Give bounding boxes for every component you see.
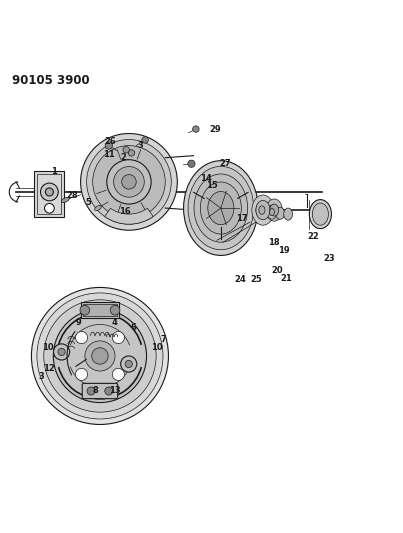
Circle shape <box>31 287 168 424</box>
Text: 13: 13 <box>109 386 120 395</box>
Ellipse shape <box>252 195 274 225</box>
Text: 23: 23 <box>324 254 335 263</box>
Circle shape <box>40 183 58 201</box>
Circle shape <box>142 137 148 143</box>
Text: 3: 3 <box>137 141 143 150</box>
Circle shape <box>125 360 132 368</box>
Text: 7: 7 <box>160 335 166 344</box>
Ellipse shape <box>310 199 331 229</box>
Text: 19: 19 <box>278 246 290 255</box>
Ellipse shape <box>95 206 101 211</box>
Circle shape <box>122 175 136 189</box>
Circle shape <box>92 348 108 364</box>
Ellipse shape <box>184 161 258 255</box>
Text: 14: 14 <box>199 174 212 183</box>
Text: 28: 28 <box>66 191 77 200</box>
Ellipse shape <box>188 166 253 250</box>
Ellipse shape <box>256 201 268 219</box>
Circle shape <box>105 387 113 395</box>
Text: 9: 9 <box>76 318 81 327</box>
Text: 2: 2 <box>120 153 126 162</box>
Ellipse shape <box>259 206 265 214</box>
Text: 15: 15 <box>206 181 218 190</box>
Circle shape <box>93 146 165 218</box>
Circle shape <box>114 166 144 197</box>
Text: 16: 16 <box>119 207 131 216</box>
Circle shape <box>45 188 53 196</box>
Ellipse shape <box>270 204 279 216</box>
Text: 25: 25 <box>250 275 262 284</box>
Text: 1: 1 <box>52 167 57 176</box>
Text: 10: 10 <box>151 343 162 352</box>
Ellipse shape <box>266 199 283 221</box>
Ellipse shape <box>208 191 234 224</box>
Text: 20: 20 <box>272 266 283 275</box>
Circle shape <box>44 300 156 412</box>
Circle shape <box>193 126 199 132</box>
Circle shape <box>58 348 65 356</box>
Circle shape <box>87 140 171 224</box>
Circle shape <box>112 332 125 344</box>
Ellipse shape <box>61 197 69 203</box>
Text: 29: 29 <box>210 125 221 134</box>
Circle shape <box>53 309 147 402</box>
Circle shape <box>107 160 151 204</box>
Circle shape <box>105 142 112 149</box>
Circle shape <box>54 344 70 360</box>
Ellipse shape <box>200 182 241 234</box>
Circle shape <box>75 332 87 344</box>
Text: 90105 3900: 90105 3900 <box>12 74 90 87</box>
Circle shape <box>188 160 195 167</box>
FancyBboxPatch shape <box>83 304 117 316</box>
Ellipse shape <box>267 205 277 219</box>
Circle shape <box>37 293 163 419</box>
Circle shape <box>81 133 177 230</box>
FancyBboxPatch shape <box>34 171 64 217</box>
Text: 3: 3 <box>38 372 44 381</box>
Circle shape <box>75 368 87 381</box>
Circle shape <box>120 356 137 372</box>
Text: 6: 6 <box>131 323 137 332</box>
Text: 21: 21 <box>280 274 292 283</box>
Ellipse shape <box>194 174 248 242</box>
Circle shape <box>110 305 120 315</box>
Circle shape <box>85 341 115 371</box>
FancyBboxPatch shape <box>81 302 119 318</box>
Text: 4: 4 <box>112 318 118 327</box>
Ellipse shape <box>276 207 285 220</box>
Text: 11: 11 <box>103 150 115 159</box>
Text: 26: 26 <box>104 137 116 146</box>
Circle shape <box>128 150 135 156</box>
Text: 17: 17 <box>236 214 247 223</box>
Text: 27: 27 <box>220 159 231 168</box>
Ellipse shape <box>312 203 328 225</box>
Text: 8: 8 <box>93 386 98 395</box>
Ellipse shape <box>284 208 293 220</box>
Text: 5: 5 <box>86 198 91 207</box>
Ellipse shape <box>270 208 274 216</box>
Circle shape <box>112 368 125 381</box>
Text: 12: 12 <box>43 364 55 373</box>
Text: 18: 18 <box>268 238 280 247</box>
Text: 22: 22 <box>307 232 320 241</box>
Circle shape <box>80 305 89 315</box>
Circle shape <box>87 387 95 395</box>
Circle shape <box>44 204 54 213</box>
Text: 24: 24 <box>234 275 246 284</box>
Wedge shape <box>105 208 153 224</box>
Ellipse shape <box>256 200 270 220</box>
FancyBboxPatch shape <box>82 383 118 399</box>
Text: 10: 10 <box>42 343 53 352</box>
Circle shape <box>123 147 129 153</box>
